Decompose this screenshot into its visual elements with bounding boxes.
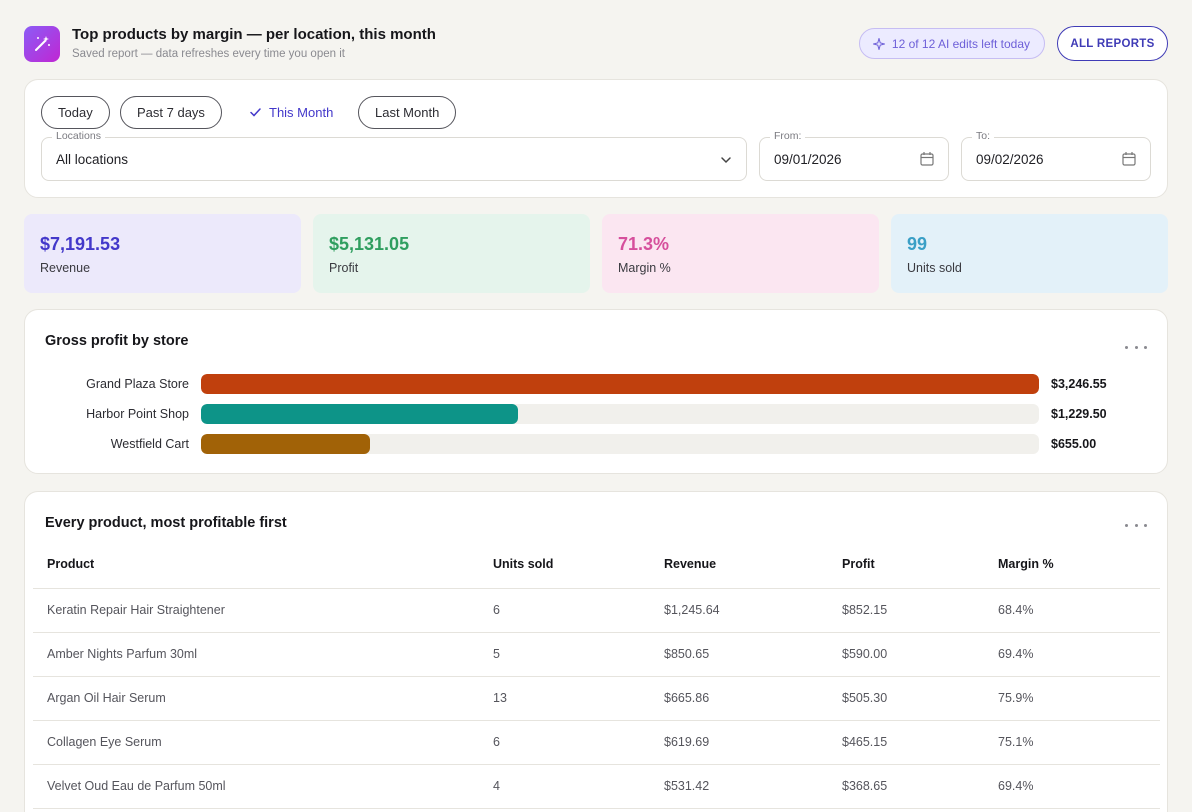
to-date-value: 09/02/2026 <box>976 151 1044 167</box>
cell-units-sold: 5 <box>493 632 664 677</box>
all-reports-button[interactable]: ALL REPORTS <box>1057 26 1168 61</box>
cell-margin: 75.1% <box>998 720 1160 765</box>
ai-edits-label: 12 of 12 AI edits left today <box>891 36 1030 51</box>
bar-track <box>201 434 1039 454</box>
ai-edits-badge[interactable]: 12 of 12 AI edits left today <box>858 28 1045 59</box>
table-title: Every product, most profitable first <box>45 515 287 531</box>
column-header-units-sold[interactable]: Units sold <box>493 541 664 589</box>
more-options-icon[interactable] <box>1125 518 1147 532</box>
gross-profit-chart: Gross profit by store Grand Plaza Store $… <box>24 309 1168 474</box>
kpi-label: Margin % <box>618 261 671 275</box>
table-row[interactable]: Argan Oil Hair Serum 13 $665.86 $505.30 75.9… <box>33 676 1160 721</box>
bar[interactable] <box>201 374 1039 394</box>
kpi-revenue: $7,191.53 Revenue <box>24 214 301 293</box>
sparkle-icon <box>872 37 885 50</box>
from-date-field[interactable]: From: 09/01/2026 <box>759 130 949 181</box>
products-table: Product Units sold Revenue Profit Margin… <box>33 541 1160 809</box>
kpi-value: $7,191.53 <box>40 234 121 254</box>
kpi-value: 71.3% <box>618 234 670 254</box>
cell-units-sold: 4 <box>493 764 664 809</box>
chip-today[interactable]: Today <box>41 96 110 129</box>
cell-units-sold: 13 <box>493 676 664 721</box>
cell-revenue: $850.65 <box>664 632 842 677</box>
calendar-icon[interactable] <box>920 151 934 167</box>
table-row[interactable]: Velvet Oud Eau de Parfum 50ml 4 $531.42 $36… <box>33 764 1160 809</box>
cell-margin: 68.4% <box>998 588 1160 633</box>
column-header-margin[interactable]: Margin % <box>998 541 1160 589</box>
kpi-value: $5,131.05 <box>329 234 410 254</box>
kpi-label: Profit <box>329 261 359 275</box>
cell-product: Argan Oil Hair Serum <box>33 676 493 721</box>
bar-track <box>201 404 1039 424</box>
cell-revenue: $619.69 <box>664 720 842 765</box>
to-date-field[interactable]: To: 09/02/2026 <box>961 130 1151 181</box>
cell-product: Keratin Repair Hair Straightener <box>33 588 493 633</box>
cell-revenue: $1,245.64 <box>664 588 842 633</box>
to-label: To: <box>972 130 995 142</box>
bar-label: Grand Plaza Store <box>86 377 189 391</box>
cell-profit: $590.00 <box>842 632 998 677</box>
chip-past-7-days[interactable]: Past 7 days <box>120 96 222 129</box>
table-row[interactable]: Amber Nights Parfum 30ml 5 $850.65 $590.00 6… <box>33 632 1160 677</box>
cell-margin: 69.4% <box>998 764 1160 809</box>
more-options-icon[interactable] <box>1125 340 1147 354</box>
cell-profit: $505.30 <box>842 676 998 721</box>
kpi-profit: $5,131.05 Profit <box>313 214 590 293</box>
chip-last-month[interactable]: Last Month <box>358 96 457 129</box>
products-table-card: Every product, most profitable first Pro… <box>24 491 1168 812</box>
cell-revenue: $665.86 <box>664 676 842 721</box>
bar-value-label: $1,229.50 <box>1051 407 1107 421</box>
bar[interactable] <box>201 404 518 424</box>
chart-title: Gross profit by store <box>45 333 189 349</box>
kpi-margin: 71.3% Margin % <box>602 214 879 293</box>
locations-value: All locations <box>56 151 129 167</box>
cell-units-sold: 6 <box>493 588 664 633</box>
kpi-value: 99 <box>907 234 928 254</box>
bar-track <box>201 374 1039 394</box>
cell-profit: $465.15 <box>842 720 998 765</box>
cell-product: Velvet Oud Eau de Parfum 50ml <box>33 764 493 809</box>
check-icon <box>250 108 261 117</box>
calendar-icon[interactable] <box>1122 151 1136 167</box>
cell-units-sold: 6 <box>493 720 664 765</box>
cell-margin: 69.4% <box>998 632 1160 677</box>
table-row[interactable]: Collagen Eye Serum 6 $619.69 $465.15 75.1% <box>33 720 1160 765</box>
bar-value-label: $655.00 <box>1051 437 1097 451</box>
bar-label: Harbor Point Shop <box>86 407 189 421</box>
cell-product: Amber Nights Parfum 30ml <box>33 632 493 677</box>
kpi-units-sold: 99 Units sold <box>891 214 1168 293</box>
table-row[interactable]: Keratin Repair Hair Straightener 6 $1,245.… <box>33 588 1160 633</box>
cell-product: Collagen Eye Serum <box>33 720 493 765</box>
from-label: From: <box>770 130 806 142</box>
cell-margin: 75.9% <box>998 676 1160 721</box>
column-header-revenue[interactable]: Revenue <box>664 541 842 589</box>
bar[interactable] <box>201 434 370 454</box>
bar-label: Westfield Cart <box>110 437 189 451</box>
locations-label: Locations <box>52 130 105 142</box>
page-title: Top products by margin — per location, t… <box>72 26 436 43</box>
chip-this-month-label: This Month <box>269 105 334 120</box>
from-date-value: 09/01/2026 <box>774 151 842 167</box>
chip-this-month[interactable]: This Month <box>243 96 351 129</box>
report-header: Top products by margin — per location, t… <box>24 26 1168 62</box>
page-subtitle: Saved report — data refreshes every time… <box>72 48 345 60</box>
cell-profit: $852.15 <box>842 588 998 633</box>
locations-select[interactable]: Locations All locations <box>41 130 747 181</box>
magic-wand-icon <box>24 26 60 62</box>
cell-profit: $368.65 <box>842 764 998 809</box>
kpi-label: Units sold <box>907 261 962 275</box>
filters-panel: Today Past 7 days This Month Last Month … <box>24 79 1168 198</box>
kpi-label: Revenue <box>40 261 91 275</box>
column-header-product[interactable]: Product <box>33 541 493 589</box>
table-header-row: Product Units sold Revenue Profit Margin… <box>33 541 1160 589</box>
cell-revenue: $531.42 <box>664 764 842 809</box>
bar-value-label: $3,246.55 <box>1051 377 1107 391</box>
column-header-profit[interactable]: Profit <box>842 541 998 589</box>
chevron-down-icon <box>721 157 731 164</box>
